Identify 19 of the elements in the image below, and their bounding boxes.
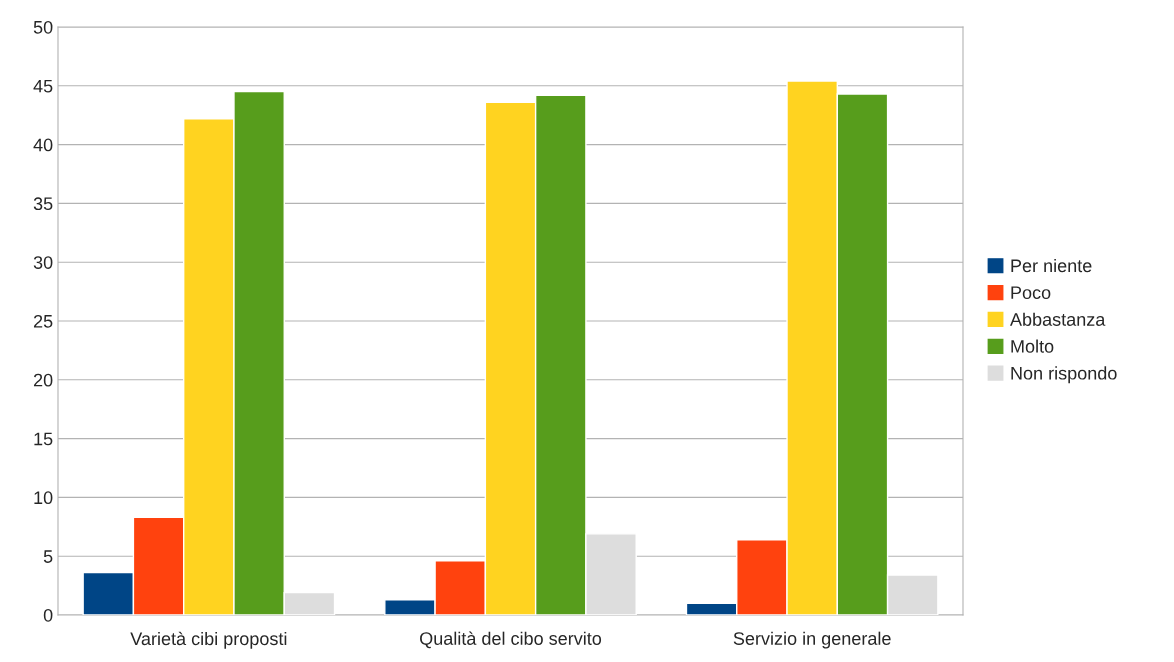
x-tick-label: Servizio in generale — [733, 631, 891, 649]
y-tick-label: 50 — [33, 20, 53, 34]
legend-label: Non rispondo — [1011, 366, 1117, 384]
y-tick-label: 25 — [33, 314, 53, 328]
y-tick-label: 0 — [43, 608, 53, 622]
y-tick-label: 35 — [33, 197, 53, 211]
legend-label: Per niente — [1011, 258, 1092, 273]
y-tick-label: 15 — [34, 432, 53, 446]
y-tick-label: 45 — [33, 79, 53, 93]
legend-label: Abbastanza — [1010, 312, 1106, 326]
x-tick-label: Qualità del cibo servito — [420, 631, 602, 649]
y-tick-label: 20 — [33, 373, 53, 387]
y-tick-label: 5 — [43, 550, 53, 563]
x-tick-label: Varietà cibi proposti — [130, 631, 287, 649]
legend-label: Molto — [1011, 339, 1054, 353]
y-tick-label: 10 — [34, 491, 53, 505]
legend-label: Poco — [1011, 286, 1051, 300]
y-tick-label: 40 — [33, 138, 53, 152]
y-tick-label: 30 — [33, 256, 53, 269]
